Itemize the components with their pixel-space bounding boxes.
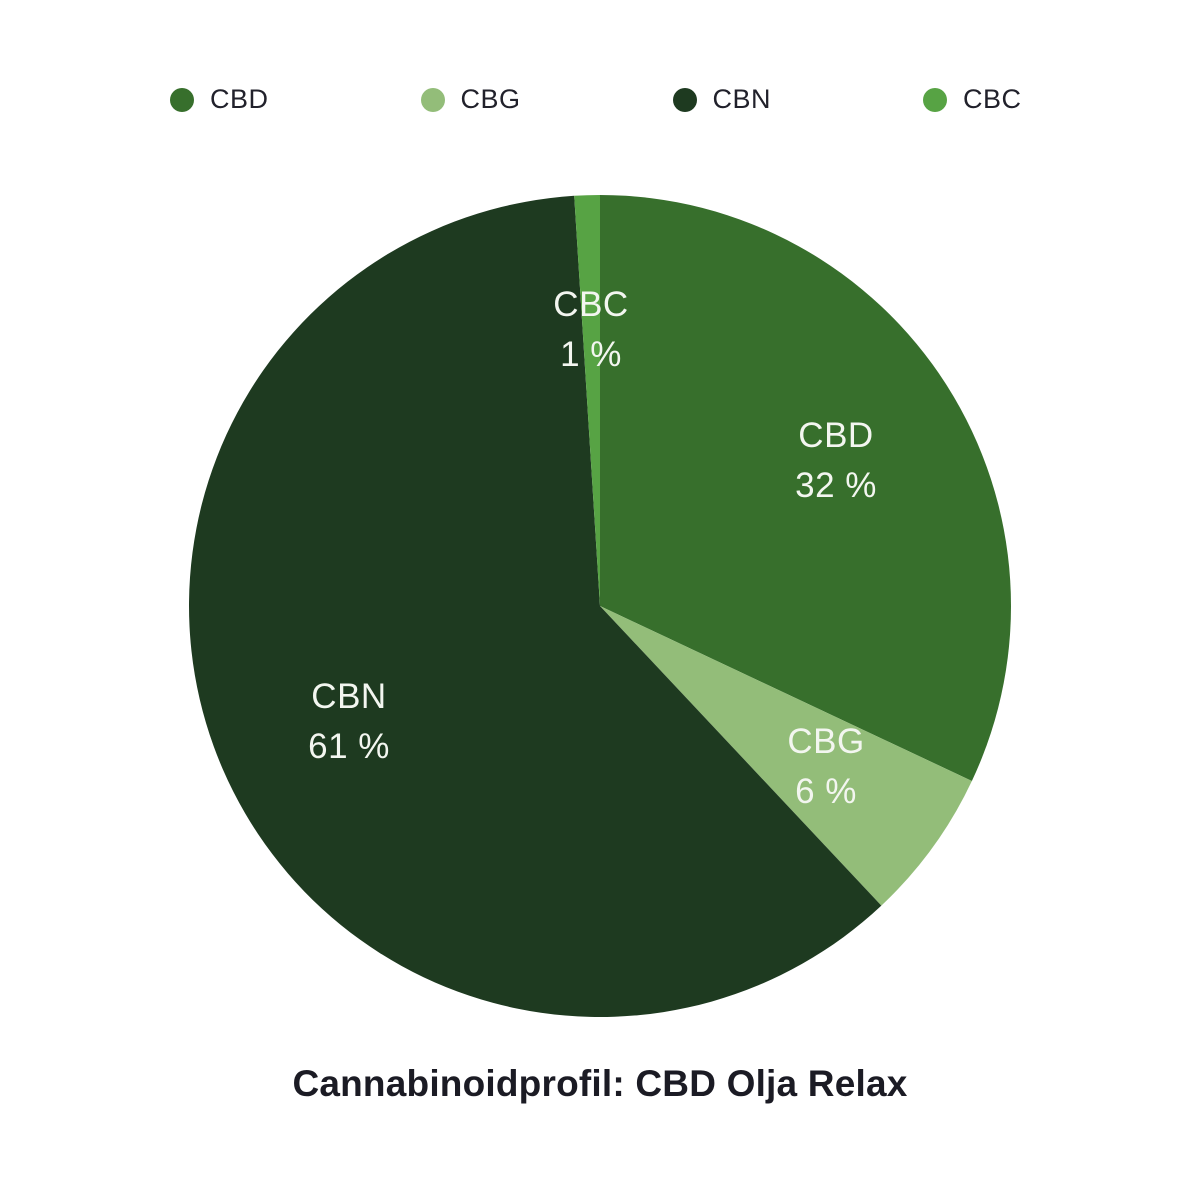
legend-item-label: CBG <box>460 84 521 114</box>
legend-color-dot-cbc <box>923 87 948 112</box>
legend-item-cbg[interactable]: CBG <box>420 84 521 115</box>
pie-slice-cbn <box>189 195 882 1017</box>
pie-slice-cbd <box>600 195 1011 781</box>
legend-color-dot-cbn <box>672 87 697 112</box>
pie-chart <box>189 195 1011 1017</box>
legend-item-label: CBD <box>210 84 269 114</box>
pie-slice-cbc <box>574 195 600 606</box>
chart-title: Cannabinoidprofil: CBD Olja Relax <box>292 1063 908 1104</box>
legend: CBD CBG CBN CBC <box>170 84 1022 115</box>
pie-slice-cbg <box>600 606 972 906</box>
legend-item-cbc[interactable]: CBC <box>923 84 1022 115</box>
legend-color-dot-cbg <box>420 87 445 112</box>
legend-item-label: CBC <box>963 84 1022 114</box>
legend-color-dot-cbd <box>170 87 194 112</box>
legend-item-cbn[interactable]: CBN <box>672 84 772 115</box>
legend-item-label: CBN <box>712 84 772 114</box>
legend-item-cbd[interactable]: CBD <box>170 84 269 115</box>
